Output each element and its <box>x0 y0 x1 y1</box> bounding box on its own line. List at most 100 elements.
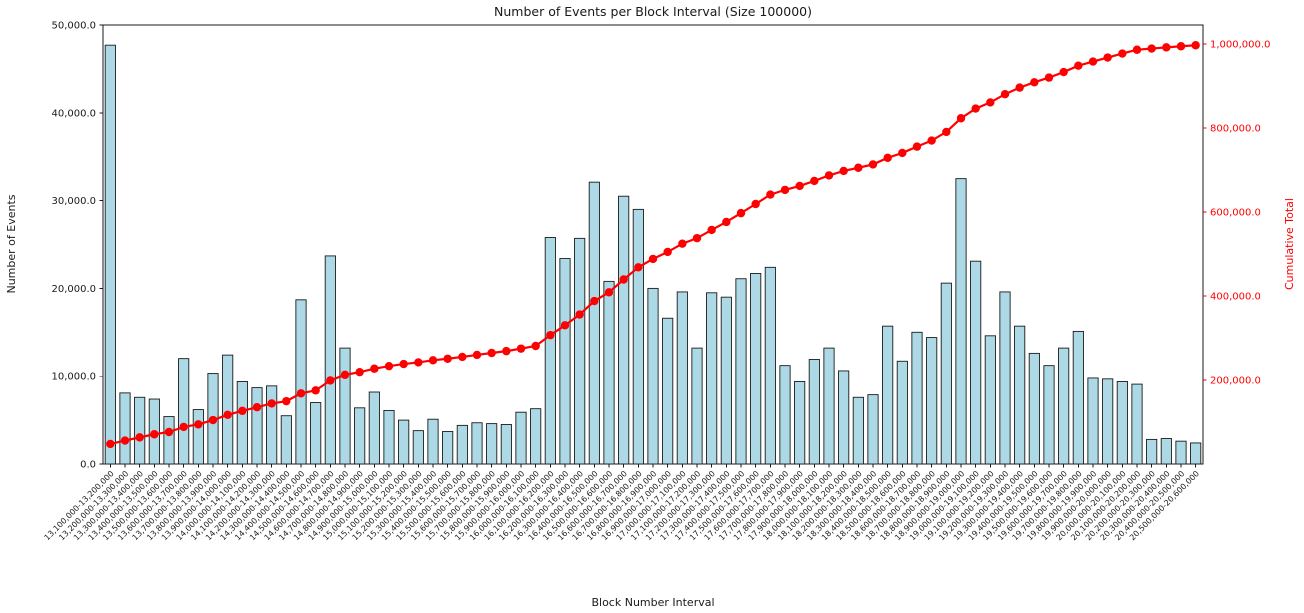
bar-20,100,000-20,200,000 <box>1131 383 1143 465</box>
cumulative-point <box>282 396 291 406</box>
bar-18,800,000-18,900,000 <box>940 282 952 465</box>
y-tick-label: 30,000.0 <box>51 196 96 207</box>
cumulative-point <box>810 176 819 186</box>
cumulative-point <box>370 364 379 373</box>
bar-14,800,000-14,900,000 <box>354 407 366 465</box>
cumulative-point <box>326 376 335 385</box>
cumulative-point <box>546 330 555 340</box>
cumulative-point <box>692 233 702 243</box>
cumulative-point <box>531 341 540 351</box>
bar-15,300,000-15,400,000 <box>427 418 439 465</box>
bar-16,000,000-16,100,000 <box>530 408 542 465</box>
bar-17,200,000-17,300,000 <box>706 292 718 465</box>
bar-16,800,000-16,900,000 <box>647 287 659 465</box>
cumulative-point <box>472 350 482 360</box>
cumulative-point <box>296 389 306 398</box>
bar-14,200,000-14,300,000 <box>266 385 278 465</box>
cumulative-point <box>619 275 628 284</box>
cumulative-point <box>766 190 775 199</box>
cumulative-point <box>927 136 936 145</box>
cumulative-point <box>194 420 203 429</box>
bar-18,600,000-18,700,000 <box>911 331 923 465</box>
bar-15,400,000-15,500,000 <box>442 431 454 465</box>
cumulative-point <box>340 370 350 380</box>
cumulative-point <box>795 181 804 191</box>
bar-18,200,000-18,300,000 <box>852 396 864 465</box>
bar-13,700,000-13,800,000 <box>192 409 204 465</box>
bar-19,800,000-19,900,000 <box>1087 377 1099 465</box>
bar-19,900,000-20,000,000 <box>1102 378 1114 465</box>
cumulative-point <box>971 104 980 113</box>
bar-16,200,000-16,300,000 <box>559 258 571 465</box>
cumulative-point <box>956 114 966 123</box>
cumulative-point <box>854 163 863 172</box>
bar-16,900,000-17,000,000 <box>662 317 674 465</box>
cumulative-point <box>179 422 188 432</box>
cumulative-point <box>1044 73 1054 82</box>
bar-16,600,000-16,700,000 <box>618 195 630 465</box>
bar-18,300,000-18,400,000 <box>867 394 879 465</box>
cumulative-point <box>150 430 159 439</box>
bar-15,900,000-16,000,000 <box>515 411 527 465</box>
bar-14,000,000-14,100,000 <box>236 381 248 465</box>
bar-14,700,000-14,800,000 <box>339 347 351 465</box>
cumulative-point <box>986 98 995 107</box>
cumulative-point <box>678 239 687 248</box>
cumulative-point <box>824 171 834 180</box>
bar-17,900,000-18,000,000 <box>808 359 820 465</box>
cumulative-point <box>751 199 760 209</box>
cumulative-point <box>355 367 364 377</box>
bar-18,400,000-18,500,000 <box>882 325 894 465</box>
cumulative-point <box>1074 61 1083 70</box>
cumulative-point <box>164 427 174 437</box>
bar-13,300,000-13,400,000 <box>134 396 146 465</box>
cumulative-point <box>736 208 746 218</box>
cumulative-point <box>1000 89 1010 99</box>
plot-area: 0.0 10,000.0 20,000.0 30,000.0 40,000.0 50,00… <box>43 21 1271 543</box>
bar-13,500,000-13,600,000 <box>163 416 175 465</box>
cumulative-point <box>1191 41 1200 50</box>
y-tick-label: 10,000.0 <box>51 372 96 383</box>
y-tick-label: 40,000.0 <box>51 108 96 119</box>
bar-17,100,000-17,200,000 <box>691 347 703 465</box>
cumulative-point <box>516 344 526 353</box>
y2-tick-label: 1,000,000.0 <box>1210 39 1270 50</box>
x-axis-label: Block Number Interval <box>591 596 714 609</box>
bar-17,400,000-17,500,000 <box>735 278 747 465</box>
cumulative-point <box>311 386 320 395</box>
y-tick-label: 0.0 <box>80 460 96 471</box>
bar-20,500,000-20,600,000 <box>1190 442 1202 465</box>
y-axis-label-right: Cumulative Total <box>1283 198 1296 290</box>
bar-14,500,000-14,600,000 <box>310 402 322 465</box>
bar-16,700,000-16,800,000 <box>632 208 644 465</box>
bar-15,000,000-15,100,000 <box>383 409 395 465</box>
cumulative-point <box>604 288 614 297</box>
cumulative-point <box>399 359 408 369</box>
cumulative-point <box>575 310 584 319</box>
bar-20,400,000-20,500,000 <box>1175 440 1187 465</box>
cumulative-point <box>1015 83 1024 92</box>
bar-15,700,000-15,800,000 <box>486 423 498 465</box>
bar-13,900,000-14,000,000 <box>222 354 234 465</box>
y2-tick-label: 400,000.0 <box>1210 291 1261 302</box>
cumulative-point <box>560 321 570 330</box>
bar-19,500,000-19,600,000 <box>1043 365 1055 465</box>
bar-20,200,000-20,300,000 <box>1146 438 1158 465</box>
cumulative-point <box>135 433 144 442</box>
cumulative-point <box>267 399 276 408</box>
cumulative-point <box>120 436 130 445</box>
cumulative-point <box>238 406 247 416</box>
bar-20,000,000-20,100,000 <box>1116 381 1128 465</box>
cumulative-point <box>106 439 115 449</box>
y2-tick-label: 600,000.0 <box>1210 207 1261 218</box>
bar-17,600,000-17,700,000 <box>764 266 776 465</box>
y-axis-label-left: Number of Events <box>5 194 18 293</box>
bar-15,600,000-15,700,000 <box>471 422 483 465</box>
cumulative-point <box>912 142 922 151</box>
cumulative-point <box>414 358 423 367</box>
cumulative-point <box>707 225 716 235</box>
bar-15,100,000-15,200,000 <box>398 419 410 465</box>
cumulative-point <box>883 153 892 163</box>
